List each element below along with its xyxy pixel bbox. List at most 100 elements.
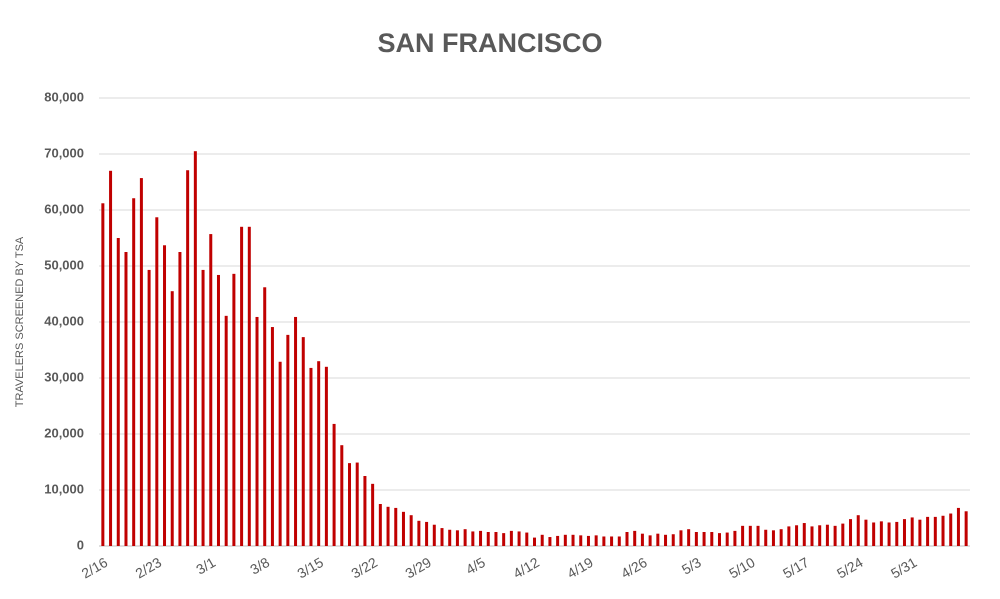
bar: [132, 198, 136, 547]
bar: [494, 532, 498, 546]
bar: [209, 234, 213, 546]
bar: [163, 245, 167, 546]
x-tick-label: 3/15: [294, 554, 326, 582]
bar: [486, 532, 490, 546]
bar: [879, 521, 883, 546]
bar: [286, 334, 290, 546]
bar: [193, 151, 197, 546]
bar: [656, 533, 660, 546]
bar: [795, 525, 799, 546]
bar: [517, 531, 521, 546]
bar: [540, 534, 544, 546]
x-tick-label: 5/3: [679, 554, 704, 578]
bar: [455, 530, 459, 546]
bar: [741, 525, 745, 546]
bar: [533, 537, 536, 546]
y-tick-label: 0: [77, 537, 84, 552]
bar: [155, 217, 159, 546]
bar: [556, 535, 560, 546]
bar: [610, 536, 614, 546]
bar: [255, 316, 259, 546]
bar: [902, 519, 906, 546]
bar: [779, 529, 783, 546]
x-tick-label: 4/26: [618, 554, 650, 582]
bar: [563, 534, 567, 546]
y-tick-label: 30,000: [44, 369, 84, 384]
bar: [949, 513, 953, 546]
bar: [317, 361, 321, 546]
bar: [895, 521, 899, 546]
bar: [224, 315, 228, 546]
bar: [625, 532, 629, 546]
bar: [717, 533, 721, 546]
bar: [579, 535, 583, 546]
y-tick-label: 10,000: [44, 481, 84, 496]
x-tick-label: 4/19: [564, 554, 596, 582]
x-tick-label: 5/24: [834, 554, 866, 582]
bar: [116, 238, 120, 546]
bar: [479, 530, 483, 546]
bar: [764, 529, 768, 546]
y-tick-label: 60,000: [44, 201, 84, 216]
bar: [355, 462, 359, 546]
x-tick-label: 4/12: [510, 554, 542, 582]
bar: [247, 226, 251, 547]
bar: [910, 517, 914, 546]
bar: [386, 506, 390, 546]
bar: [409, 515, 413, 546]
bar: [278, 361, 282, 546]
x-tick-label: 3/1: [193, 554, 218, 578]
bar: [270, 327, 274, 546]
bar: [448, 529, 452, 546]
bar: [509, 530, 513, 546]
bar: [124, 252, 128, 546]
bar: [887, 522, 891, 546]
bar: [417, 520, 421, 546]
bar: [294, 316, 298, 546]
bar: [810, 526, 814, 546]
x-tick-label: 2/23: [133, 554, 165, 582]
bar: [147, 269, 151, 546]
bar: [378, 504, 382, 546]
bar: [139, 178, 143, 546]
bar: [324, 366, 328, 546]
bar: [664, 534, 668, 546]
bar: [825, 524, 829, 546]
x-tick-label: 5/31: [888, 554, 920, 582]
y-tick-label: 80,000: [44, 89, 84, 104]
bar: [710, 532, 714, 546]
bar: [602, 536, 606, 546]
x-tick-label: 5/17: [780, 554, 812, 582]
y-tick-label: 40,000: [44, 313, 84, 328]
bar: [679, 530, 683, 546]
bar: [849, 519, 853, 546]
bar: [425, 521, 429, 546]
bar: [463, 529, 467, 546]
bar: [178, 252, 182, 546]
y-tick-label: 20,000: [44, 425, 84, 440]
bar: [348, 463, 352, 546]
bar: [818, 525, 822, 546]
bar: [332, 423, 336, 546]
bar: [864, 519, 868, 546]
bar: [748, 525, 752, 546]
bar: [432, 524, 436, 546]
y-tick-label: 50,000: [44, 257, 84, 272]
bar: [301, 337, 305, 546]
bar: [548, 537, 552, 546]
bar: [841, 523, 845, 546]
x-tick-label: 2/16: [79, 554, 111, 582]
bar: [109, 170, 113, 547]
bar: [101, 203, 105, 546]
y-axis-label: TRAVELERS SCREENED BY TSA: [14, 236, 26, 407]
bar: [633, 530, 637, 546]
bar: [309, 367, 313, 546]
x-tick-label: 4/5: [463, 554, 488, 578]
bar: [340, 445, 344, 546]
bar: [617, 536, 621, 546]
bar: [170, 291, 174, 546]
bar: [964, 511, 968, 546]
bar: [263, 287, 267, 546]
chart-title: SAN FRANCISCO: [377, 28, 602, 58]
bar: [856, 515, 860, 546]
